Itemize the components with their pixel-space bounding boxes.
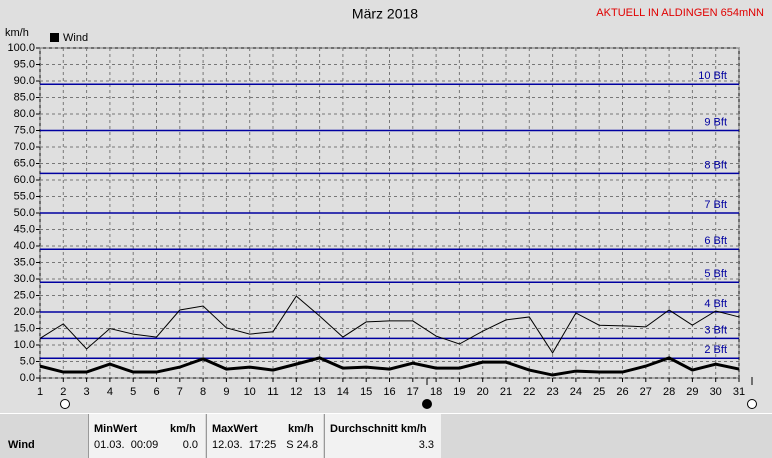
y-tick-label: 65.0 (14, 157, 35, 169)
y-tick-label: 20.0 (14, 306, 35, 318)
row-label: Wind (8, 439, 35, 451)
series-line (39, 295, 740, 354)
max-time: 12.03. 17:25 (212, 439, 277, 451)
y-tick-label: 80.0 (14, 108, 35, 120)
x-tick-label: 12 (290, 386, 302, 398)
moon-icons (60, 370, 757, 409)
x-tick-label: 7 (177, 386, 183, 398)
x-tick-label: 30 (710, 386, 722, 398)
header-note: AKTUELL IN ALDINGEN 654mNN (596, 7, 764, 19)
y-tick-label: 100.0 (7, 42, 35, 54)
y-tick-label: 10.0 (14, 339, 35, 351)
min-value: 0.0 (182, 439, 198, 451)
x-tick-label: 28 (663, 386, 675, 398)
x-tick-label: 13 (313, 386, 325, 398)
x-tick-label: 11 (267, 386, 278, 398)
x-tick-label: 23 (546, 386, 558, 398)
legend-swatch (50, 33, 59, 42)
y-tick-label: 0.0 (20, 372, 35, 384)
beaufort-label: 2 Bft (704, 344, 727, 356)
beaufort-label: 9 Bft (704, 116, 727, 128)
min-time: 01.03. 00:09 (94, 439, 159, 451)
col-title: MinWert (94, 423, 138, 435)
beaufort-label: 5 Bft (704, 268, 727, 280)
max-value: S 24.8 (286, 439, 318, 451)
x-tick-label: 19 (453, 386, 465, 398)
x-tick-label: 15 (360, 386, 372, 398)
x-tick-label: 16 (383, 386, 395, 398)
cell-bg (324, 414, 441, 458)
cell-bg (88, 414, 205, 458)
x-tick-label: 17 (407, 386, 419, 398)
y-tick-label: 15.0 (14, 322, 35, 334)
x-tick-label: 27 (640, 386, 652, 398)
legend-label: Wind (63, 32, 88, 44)
y-tick-label: 70.0 (14, 141, 35, 153)
y-tick-label: 55.0 (14, 190, 35, 202)
x-tick-label: 22 (523, 386, 535, 398)
x-tick-label: 25 (593, 386, 605, 398)
x-tick-label: 9 (223, 386, 229, 398)
x-tick-label: 21 (500, 386, 512, 398)
beaufort-label: 6 Bft (704, 235, 727, 247)
y-tick-label: 95.0 (14, 58, 35, 70)
x-tick-label: 18 (430, 386, 442, 398)
x-tick-label: 5 (130, 386, 136, 398)
y-tick-label: 85.0 (14, 91, 35, 103)
x-tick-label: 1 (37, 386, 43, 398)
y-tick-label: 50.0 (14, 207, 35, 219)
y-tick-label: 5.0 (20, 355, 35, 367)
avg-value: 3.3 (418, 439, 434, 451)
col-title: MaxWert (212, 423, 258, 435)
y-tick-label: 45.0 (14, 223, 35, 235)
y-tick-label: 90.0 (14, 75, 35, 87)
y-axis-label: km/h (5, 27, 29, 39)
series-line (39, 356, 740, 377)
x-tick-label: 10 (244, 386, 256, 398)
x-tick-label: 31 (733, 386, 745, 398)
x-tick-label: 4 (107, 386, 113, 398)
beaufort-label: 8 Bft (704, 159, 727, 171)
col-title: Durchschnitt km/h (330, 423, 427, 435)
x-tick-label: 14 (337, 386, 349, 398)
x-tick-label: 6 (153, 386, 159, 398)
col-unit: km/h (170, 423, 196, 435)
y-tick-label: 40.0 (14, 240, 35, 252)
beaufort-label: 3 Bft (704, 324, 727, 336)
x-tick-label: 20 (477, 386, 489, 398)
x-tick-label: 2 (60, 386, 66, 398)
y-tick-label: 35.0 (14, 256, 35, 268)
y-tick-label: 75.0 (14, 124, 35, 136)
stats-table: Wind MinWert km/h 01.03. 00:09 0.0 MaxWe… (0, 413, 772, 458)
chart: März 2018 AKTUELL IN ALDINGEN 654mNN km/… (5, 6, 764, 409)
cell-bg (206, 414, 323, 458)
col-unit: km/h (288, 423, 314, 435)
chart-title: März 2018 (352, 6, 418, 22)
x-tick-label: 24 (570, 386, 582, 398)
x-tick-label: 29 (686, 386, 698, 398)
y-tick-label: 60.0 (14, 174, 35, 186)
beaufort-label: 10 Bft (698, 70, 727, 82)
x-tick-label: 3 (84, 386, 90, 398)
y-tick-label: 25.0 (14, 289, 35, 301)
x-tick-label: 26 (616, 386, 628, 398)
y-tick-label: 30.0 (14, 273, 35, 285)
beaufort-label: 4 Bft (704, 298, 727, 310)
beaufort-label: 7 Bft (704, 199, 727, 211)
x-tick-label: 8 (200, 386, 206, 398)
